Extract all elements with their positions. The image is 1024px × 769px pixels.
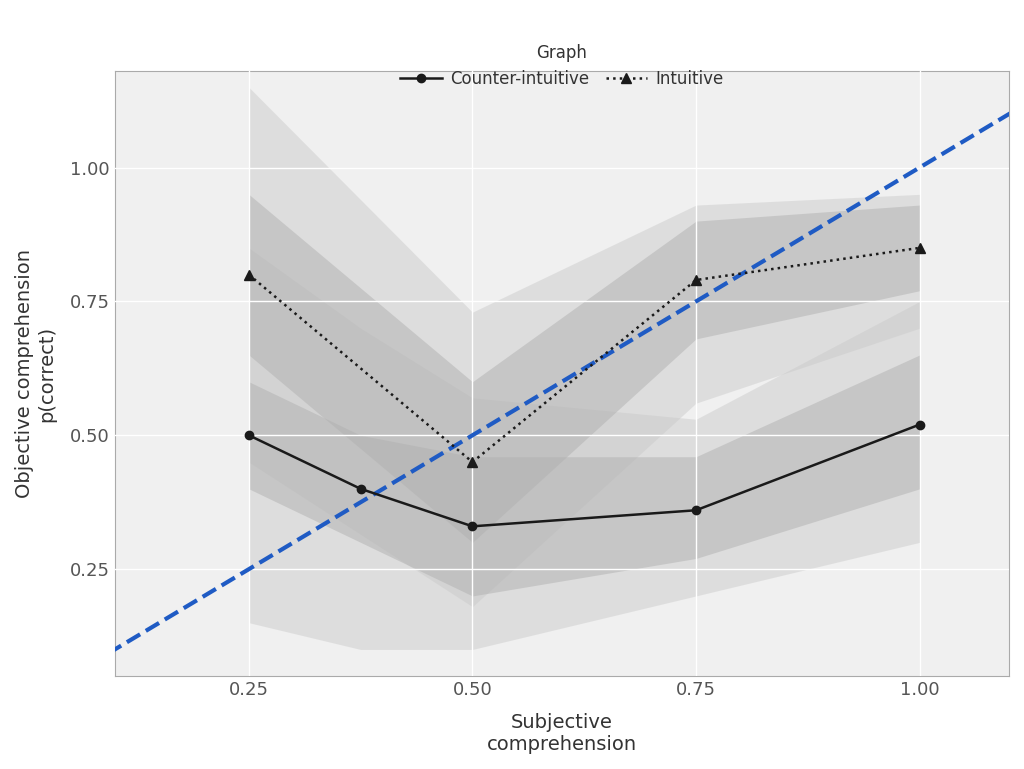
X-axis label: Subjective
comprehension: Subjective comprehension (486, 713, 637, 754)
Y-axis label: Objective comprehension
p(correct): Objective comprehension p(correct) (15, 249, 56, 498)
Legend: Counter-intuitive, Intuitive: Counter-intuitive, Intuitive (393, 37, 730, 95)
